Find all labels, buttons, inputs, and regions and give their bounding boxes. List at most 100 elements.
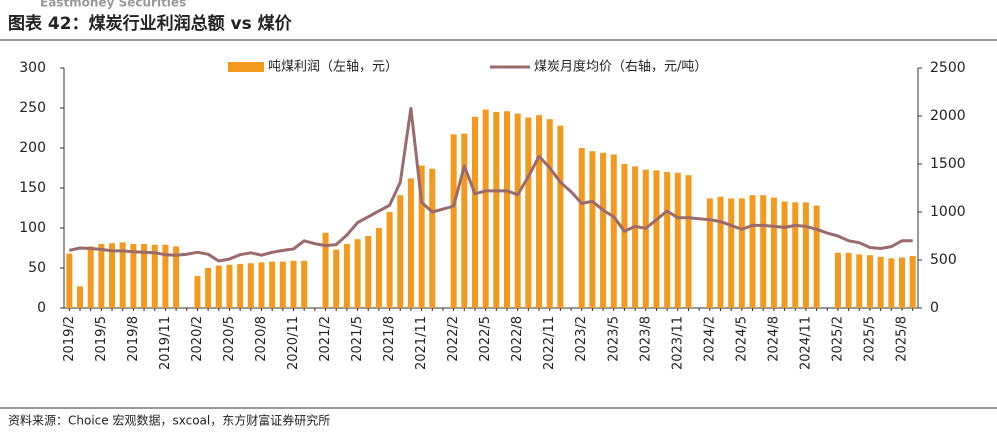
x-tick-label: 2019/8	[126, 316, 141, 362]
source: 资料来源：Choice 宏观数据，sxcoal，东方财富证券研究所	[8, 413, 330, 428]
x-tick-label: 2019/11	[158, 316, 173, 370]
bar	[194, 276, 201, 308]
bar	[247, 263, 254, 308]
bar	[333, 249, 340, 308]
bar	[781, 201, 788, 308]
bar	[685, 175, 692, 308]
bar	[141, 244, 148, 308]
y-tick-label: 150	[19, 180, 46, 196]
x-tick-label: 2022/5	[478, 316, 493, 362]
bar	[258, 262, 265, 308]
legend-swatch	[228, 62, 264, 72]
bar	[792, 202, 799, 308]
x-tick-label: 2025/8	[894, 316, 909, 362]
bar	[589, 151, 596, 308]
bar	[471, 116, 478, 308]
bar	[77, 286, 84, 308]
bar	[546, 119, 553, 308]
bar	[642, 169, 649, 308]
bar	[354, 239, 361, 308]
x-tick-label: 2020/5	[222, 316, 237, 362]
y2-tick-label: 2500	[930, 60, 966, 76]
x-tick-label: 2019/5	[94, 316, 109, 362]
line	[68, 106, 913, 263]
bar	[119, 242, 126, 308]
brand: Eastmoney Securities	[40, 0, 186, 10]
bar	[322, 232, 329, 308]
bar	[407, 178, 414, 308]
y-tick-label: 250	[19, 100, 46, 116]
bar	[504, 111, 511, 308]
x-tick-label: 2023/8	[638, 316, 653, 362]
bar	[279, 261, 286, 308]
bar	[205, 268, 212, 308]
bar	[514, 113, 521, 308]
bar	[66, 253, 73, 308]
y-tick-label: 200	[19, 140, 46, 156]
x-tick-label: 2024/2	[702, 316, 717, 362]
x-tick-label: 2020/11	[286, 316, 301, 370]
bar	[856, 254, 863, 308]
bar	[674, 172, 681, 308]
bar	[706, 198, 713, 308]
bar	[877, 256, 884, 308]
bar	[536, 115, 543, 308]
bar	[621, 164, 628, 308]
bar	[770, 197, 777, 308]
x-tick-label: 2024/8	[766, 316, 781, 362]
bar	[343, 244, 350, 308]
bar	[461, 133, 468, 308]
bar	[237, 264, 244, 308]
y2-tick-label: 1500	[930, 156, 966, 172]
y-tick-label: 300	[19, 60, 46, 76]
bar	[290, 260, 297, 308]
x-tick-label: 2021/8	[382, 316, 397, 362]
x-tick-label: 2024/5	[734, 316, 749, 362]
bar	[173, 246, 180, 308]
bar	[760, 195, 767, 308]
y-tick-label: 50	[28, 260, 46, 276]
bar	[717, 196, 724, 308]
bar	[909, 256, 916, 308]
y-tick-label: 100	[19, 220, 46, 236]
bar	[898, 257, 905, 308]
bar	[226, 264, 233, 308]
bar	[493, 112, 500, 308]
bar	[845, 252, 852, 308]
bar	[802, 202, 809, 308]
x-tick-label: 2025/2	[830, 316, 845, 362]
x-tick-label: 2020/8	[254, 316, 269, 362]
bar	[269, 261, 276, 308]
bar	[375, 228, 382, 308]
x-tick-label: 2022/8	[510, 316, 525, 362]
bar	[130, 244, 137, 308]
y2-tick-label: 1000	[930, 204, 966, 220]
x-tick-label: 2020/2	[190, 316, 205, 362]
x-tick-label: 2022/11	[542, 316, 557, 370]
bar	[813, 205, 820, 308]
chart-title: 图表 42：煤炭行业利润总额 vs 煤价	[8, 13, 293, 34]
bar	[215, 265, 222, 308]
bar	[834, 252, 841, 308]
y2-tick-label: 500	[930, 252, 957, 268]
bar	[653, 170, 660, 308]
bar	[557, 125, 564, 308]
bar	[866, 255, 873, 308]
x-tick-label: 2019/2	[62, 316, 77, 362]
x-tick-label: 2023/11	[670, 316, 685, 370]
y-tick-label: 0	[37, 300, 46, 316]
bar	[162, 244, 169, 308]
bar	[365, 236, 372, 308]
bar	[87, 246, 94, 308]
x-tick-label: 2021/11	[414, 316, 429, 370]
bar	[610, 154, 617, 308]
bar	[109, 243, 116, 308]
legend-label: 煤炭月度均价（右轴，元/吨）	[534, 59, 707, 75]
bar	[301, 260, 308, 308]
x-tick-label: 2022/2	[446, 316, 461, 362]
legend-label: 吨煤利润（左轴，元）	[268, 60, 398, 75]
bar	[728, 198, 735, 308]
bar	[429, 168, 436, 308]
bar	[888, 258, 895, 308]
